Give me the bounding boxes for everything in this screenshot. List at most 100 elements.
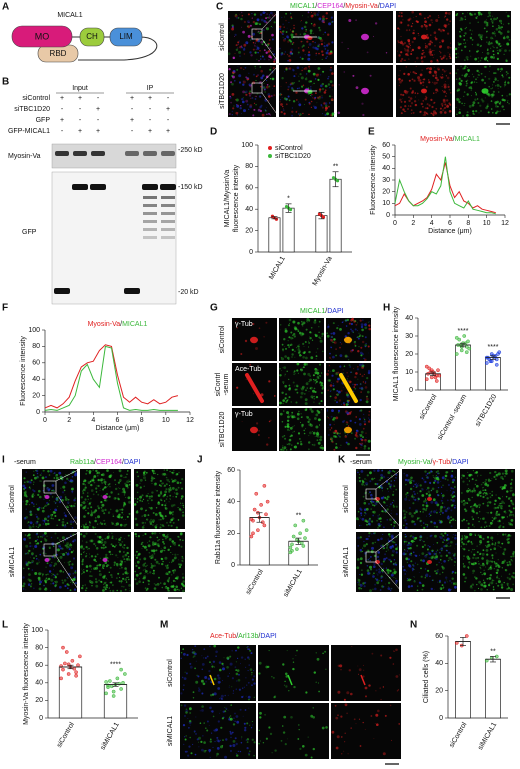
signal: [249, 105, 253, 109]
signal: [425, 515, 427, 517]
signal: [321, 726, 325, 730]
signal: [150, 522, 152, 524]
signal: [347, 375, 349, 377]
signal: [184, 715, 186, 717]
signal: [460, 49, 463, 52]
signal: [412, 111, 415, 114]
signal: [346, 691, 350, 695]
signal: [126, 557, 130, 561]
signal: [478, 491, 482, 495]
signal: [282, 410, 285, 412]
signal: [484, 489, 487, 492]
signal: [241, 98, 244, 101]
signal: [303, 432, 306, 435]
signal: [400, 59, 403, 63]
signal: [433, 101, 436, 104]
zoom-line: [55, 531, 81, 545]
signal: [25, 552, 28, 555]
signal: [289, 50, 293, 54]
signal: [425, 504, 429, 508]
signal: [508, 577, 512, 581]
signal: [288, 318, 292, 322]
signal: [465, 543, 468, 546]
signal: [444, 536, 446, 538]
signal: [471, 505, 473, 507]
signal: [290, 401, 292, 403]
signal: [373, 469, 376, 472]
signal: [332, 384, 335, 387]
signal-spot: [250, 426, 258, 434]
protein-name: MICAL1: [57, 12, 82, 19]
signal: [206, 729, 209, 732]
signal: [292, 100, 296, 103]
signal: [508, 522, 512, 526]
signal: [266, 43, 270, 47]
signal: [291, 348, 294, 351]
signal: [345, 391, 348, 394]
signal: [302, 325, 304, 327]
signal: [313, 395, 315, 398]
signal: [297, 345, 300, 348]
signal: [309, 31, 312, 35]
signal: [74, 506, 76, 508]
signal: [315, 52, 318, 55]
signal: [436, 59, 439, 61]
signal: [501, 45, 503, 47]
signal: [506, 14, 510, 18]
signal: [420, 25, 424, 28]
signal: [412, 576, 414, 577]
signal: [248, 108, 250, 110]
signal: [455, 543, 457, 546]
signal: [373, 532, 375, 535]
signal: [501, 472, 505, 475]
zoom-line: [261, 92, 280, 118]
signal: [248, 83, 251, 86]
signal: [458, 77, 461, 79]
signal: [406, 561, 409, 564]
signal: [175, 526, 178, 529]
signal: [121, 511, 124, 514]
signal: [134, 517, 138, 521]
signal: [422, 84, 424, 86]
signal: [185, 709, 188, 713]
signal: [31, 501, 34, 504]
signal: [61, 520, 65, 524]
signal: [27, 567, 30, 570]
signal: [55, 476, 59, 480]
signal: [167, 571, 171, 574]
signal: [345, 421, 348, 424]
signal: [364, 336, 367, 339]
image-background: [258, 645, 329, 701]
signal: [121, 541, 124, 543]
signal: [407, 108, 409, 110]
signal: [288, 67, 292, 70]
signal: [484, 481, 487, 483]
signal: [245, 93, 248, 96]
signal: [298, 113, 300, 115]
signal: [413, 511, 416, 515]
signal: [247, 670, 249, 672]
signal: [152, 512, 155, 514]
signal: [343, 698, 346, 701]
signal: [289, 51, 293, 55]
signal: [475, 512, 479, 515]
signal: [481, 78, 484, 82]
signal: [123, 524, 127, 527]
signal: [73, 588, 77, 591]
signal: [419, 73, 423, 77]
signal: [378, 514, 380, 516]
signal: [133, 503, 137, 506]
signal: [22, 576, 25, 579]
signal: [410, 479, 413, 482]
signal: [506, 471, 508, 472]
signal: [87, 498, 89, 500]
signal: [43, 584, 45, 587]
signal: [409, 487, 413, 491]
signal: [440, 486, 443, 488]
signal: [453, 557, 456, 560]
signal: [287, 425, 290, 429]
signal: [360, 470, 364, 473]
signal: [499, 566, 501, 568]
signal: [87, 512, 90, 515]
signal: [259, 716, 262, 719]
